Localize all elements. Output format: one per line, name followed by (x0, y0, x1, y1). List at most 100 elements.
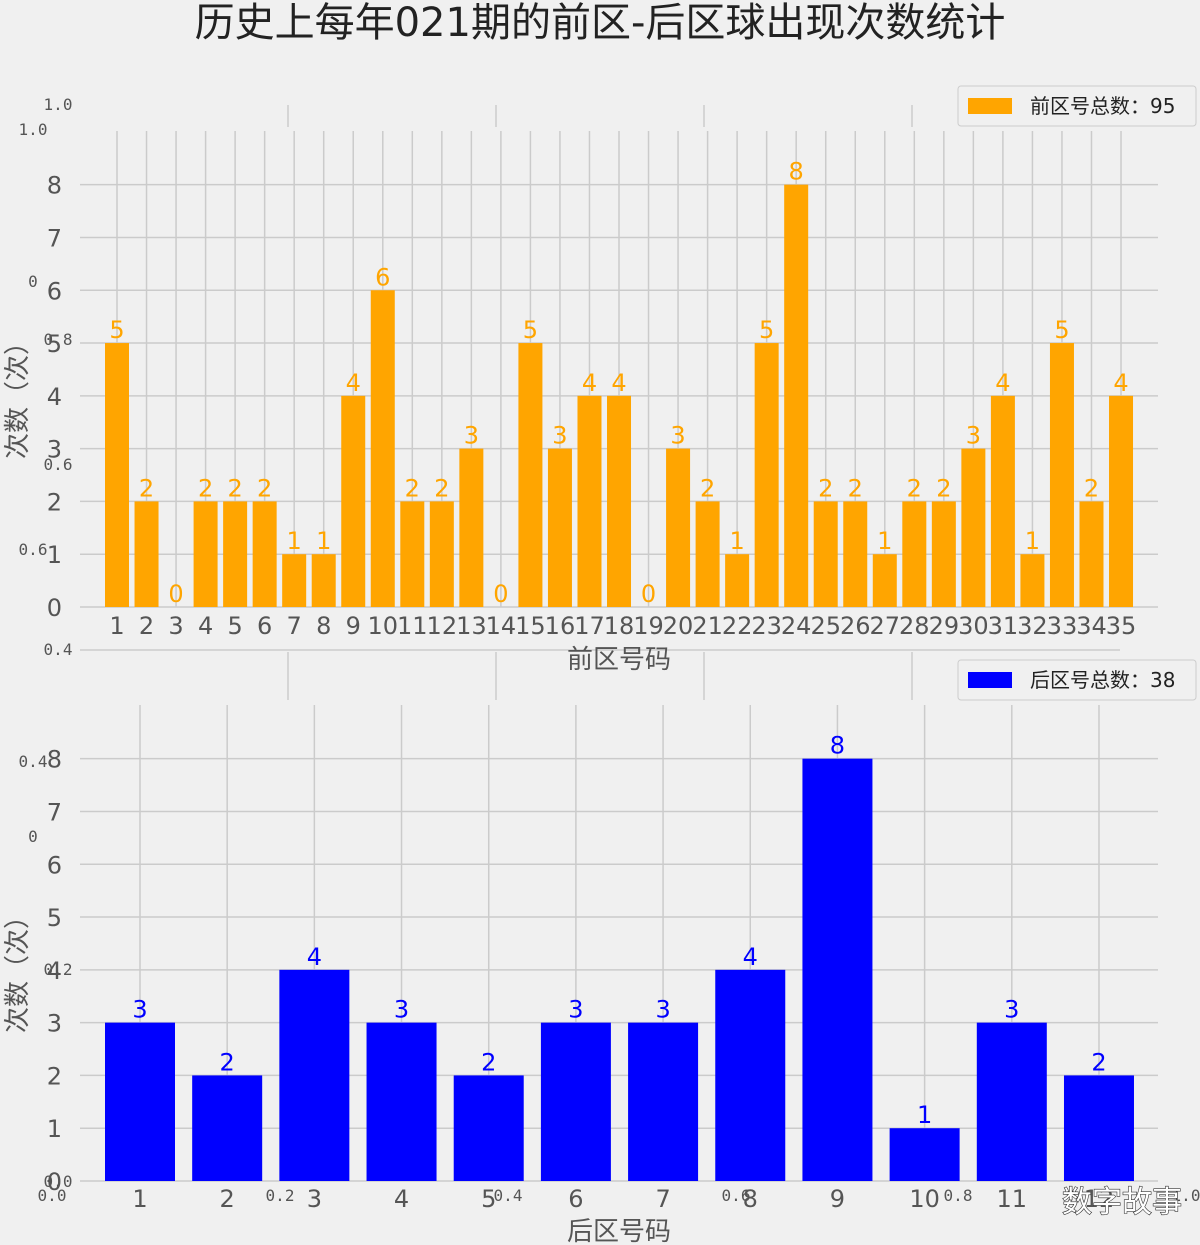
bar (105, 343, 129, 607)
x-tick-label: 2 (220, 1185, 235, 1213)
bar (902, 501, 927, 607)
bar (192, 1075, 263, 1181)
bar (872, 554, 897, 607)
bar (607, 395, 632, 607)
y-tick-label: 1 (47, 541, 62, 569)
bar-value-label: 8 (789, 158, 804, 186)
x-tick-label: 12 (427, 612, 458, 640)
watermark-text: 数字故事 (1062, 1185, 1182, 1220)
x-tick-label: 14 (486, 612, 517, 640)
x-tick-label: 8 (743, 1185, 758, 1213)
bar-value-label: 4 (743, 943, 758, 971)
bar-value-label: 2 (405, 474, 420, 502)
x-tick-label: 12 (1084, 1185, 1115, 1213)
bar-value-label: 2 (139, 474, 154, 502)
x-tick-label: 10 (909, 1185, 940, 1213)
bar (370, 290, 395, 607)
bar-value-label: 8 (830, 732, 845, 760)
bar (715, 969, 786, 1181)
bar (725, 554, 750, 607)
bar (282, 554, 307, 607)
y-axis-label: 次数（次） (3, 903, 33, 1033)
ghost-x-tick-label: 0.8 (944, 1186, 973, 1205)
bar-value-label: 5 (1054, 316, 1069, 344)
x-tick-label: 26 (840, 612, 871, 640)
bar-value-label: 2 (198, 474, 213, 502)
x-tick-label: 22 (722, 612, 753, 640)
y-tick-label: 5 (47, 904, 62, 932)
bar (628, 1022, 699, 1181)
bar-value-label: 6 (375, 263, 390, 291)
y-tick-label: 4 (47, 383, 62, 411)
x-tick-label: 4 (198, 612, 213, 640)
ghost-y-tick-label: 0.0 (44, 1172, 73, 1191)
y-tick-label: 8 (47, 746, 62, 774)
y-tick-label: 6 (47, 851, 62, 879)
bar-value-label: 2 (257, 474, 272, 502)
x-tick-label: 3 (168, 612, 183, 640)
chart-title: 历史上每年021期的前区-后区球出现次数统计 (195, 0, 1006, 46)
x-tick-label: 7 (655, 1185, 670, 1213)
x-tick-label: 11 (997, 1185, 1028, 1213)
bar (252, 501, 277, 607)
legend-swatch (968, 672, 1012, 688)
bar-value-label: 5 (523, 316, 538, 344)
x-tick-label: 16 (545, 612, 576, 640)
bar (459, 448, 484, 607)
bar-value-label: 0 (493, 580, 508, 608)
ghost-y-tick-label: 0.6 (44, 455, 73, 474)
x-tick-label: 32 (1017, 612, 1048, 640)
y-tick-label: 0 (47, 1168, 62, 1196)
bar (400, 501, 425, 607)
bar (1063, 1075, 1134, 1181)
bar (366, 1022, 437, 1181)
bar-value-label: 4 (611, 369, 626, 397)
x-tick-label: 9 (346, 612, 361, 640)
bar-value-label: 3 (394, 996, 409, 1024)
legend-box (957, 659, 1197, 701)
bar-value-label: 4 (346, 369, 361, 397)
bar-value-label: 3 (552, 422, 567, 450)
x-tick-label: 1 (132, 1185, 147, 1213)
bar-value-label: 2 (434, 474, 449, 502)
y-tick-label: 2 (47, 488, 62, 516)
x-tick-label: 15 (515, 612, 546, 640)
bar (889, 1128, 960, 1181)
bar (802, 758, 873, 1181)
bar-value-label: 1 (917, 1101, 932, 1129)
bar-value-label: 1 (316, 527, 331, 555)
x-tick-label: 35 (1106, 612, 1137, 640)
x-tick-label: 5 (481, 1185, 496, 1213)
bar (518, 343, 543, 607)
y-tick-label: 8 (47, 172, 62, 200)
bar (961, 448, 986, 607)
x-tick-label: 10 (367, 612, 398, 640)
ghost-y-tick-label: 1.0 (44, 95, 73, 114)
y-tick-label: 1 (47, 1115, 62, 1143)
bar-value-label: 1 (1025, 527, 1040, 555)
bar (540, 1022, 611, 1181)
x-tick-label: 6 (568, 1185, 583, 1213)
ghost-x-tick-label: 0.6 (722, 1186, 751, 1205)
bar (134, 501, 159, 607)
x-tick-label: 17 (574, 612, 605, 640)
y-tick-label: 7 (47, 798, 62, 826)
ghost-y-tick-label: 0.4 (44, 640, 73, 659)
bar-value-label: 4 (307, 943, 322, 971)
y-tick-label: 4 (47, 957, 62, 985)
bar-value-label: 2 (907, 474, 922, 502)
bar-value-label: 3 (568, 996, 583, 1024)
y-tick-label: 5 (47, 330, 62, 358)
x-tick-label: 13 (456, 612, 487, 640)
legend-label: 前区号总数：95 (1030, 94, 1175, 118)
front-zone-chart: 0123456785122032425261718496102112123130… (3, 85, 1197, 675)
bar-value-label: 4 (582, 369, 597, 397)
x-tick-label: 31 (988, 612, 1019, 640)
bar-value-label: 2 (1084, 474, 1099, 502)
y-tick-label: 7 (47, 224, 62, 252)
bar-value-label: 3 (966, 422, 981, 450)
bar-value-label: 2 (818, 474, 833, 502)
ghost-y-tick-label: 1.0 (19, 120, 48, 139)
bar (813, 501, 838, 607)
